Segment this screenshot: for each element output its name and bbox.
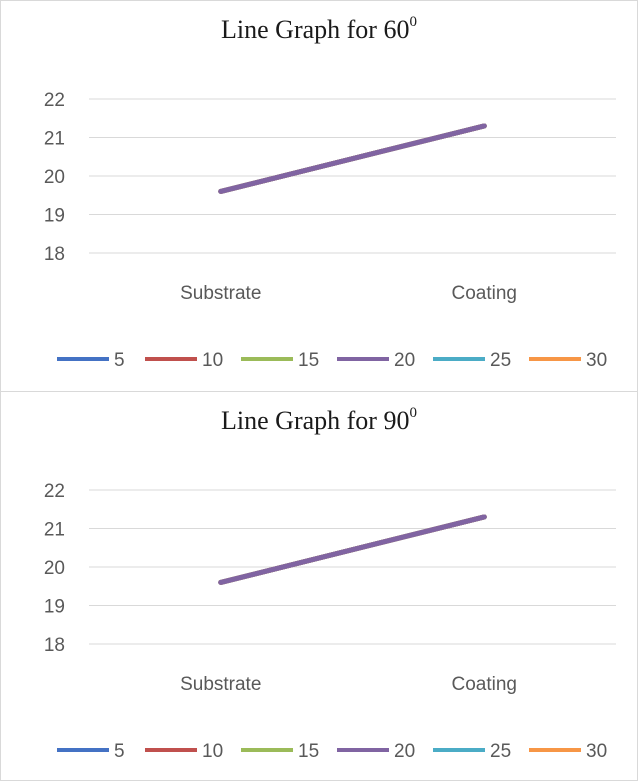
- legend-label: 15: [298, 350, 319, 371]
- chart-title: Line Graph for 900: [221, 405, 417, 435]
- series-line-20-front: [218, 123, 487, 194]
- series-line-20-front: [218, 514, 487, 585]
- legend-label: 10: [202, 741, 223, 762]
- legend-label: 30: [586, 350, 607, 371]
- y-tick-label: 18: [44, 244, 65, 265]
- legend-label: 5: [114, 350, 125, 371]
- line-chart-90: 18 19 20 21 22 Substrate Coating 5 10 15 20 25 30: [44, 481, 616, 762]
- x-category-label: Coating: [452, 283, 518, 304]
- y-tick-label: 21: [44, 520, 65, 541]
- y-tick-label: 20: [44, 558, 65, 579]
- y-tick-label: 18: [44, 635, 65, 656]
- x-category-label: Coating: [452, 674, 518, 695]
- y-tick-label: 20: [44, 167, 65, 188]
- y-tick-label: 19: [44, 206, 65, 227]
- legend-label: 5: [114, 741, 125, 762]
- chart-panel-90: Line Graph for 900 18 19 20 21 22 Substrate Co…: [0, 391, 638, 781]
- legend-label: 15: [298, 741, 319, 762]
- legend-label: 30: [586, 741, 607, 762]
- x-category-label: Substrate: [180, 674, 261, 695]
- legend-label: 10: [202, 350, 223, 371]
- chart-title: Line Graph for 600: [221, 14, 417, 44]
- chart-panel-60: Line Graph for 600 18 19 20 21 22 Substrate Co…: [0, 0, 638, 392]
- legend-label: 20: [394, 350, 415, 371]
- y-tick-label: 22: [44, 90, 65, 111]
- y-tick-label: 19: [44, 597, 65, 618]
- x-category-label: Substrate: [180, 283, 261, 304]
- legend-label: 25: [490, 741, 511, 762]
- y-tick-label: 21: [44, 129, 65, 150]
- line-chart-60: 18 19 20 21 22 Substrate Coating 5 10 15 20 25 30: [44, 90, 616, 371]
- legend-label: 20: [394, 741, 415, 762]
- legend-label: 25: [490, 350, 511, 371]
- y-tick-label: 22: [44, 481, 65, 502]
